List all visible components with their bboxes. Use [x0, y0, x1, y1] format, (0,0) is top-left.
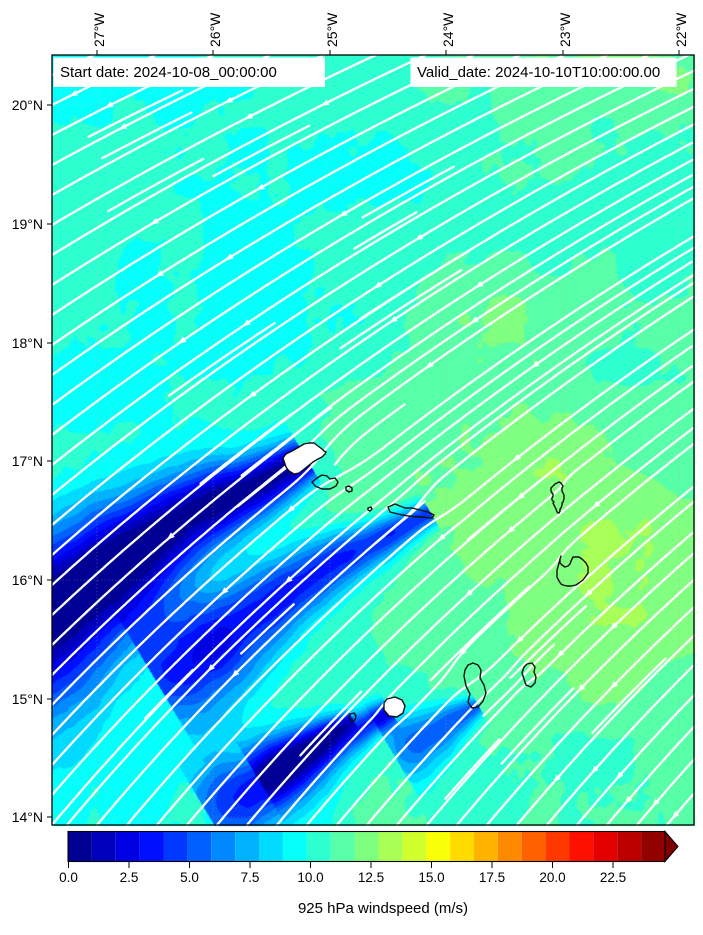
svg-text:19°N: 19°N — [12, 216, 43, 232]
svg-text:2.5: 2.5 — [120, 870, 139, 885]
svg-text:15°N: 15°N — [12, 691, 43, 707]
svg-text:18°N: 18°N — [12, 335, 43, 351]
svg-text:27°W: 27°W — [91, 12, 107, 47]
svg-text:7.5: 7.5 — [241, 870, 260, 885]
svg-text:Start date: 2024-10-08_00:00:0: Start date: 2024-10-08_00:00:00 — [60, 64, 277, 81]
svg-text:925 hPa windspeed (m/s): 925 hPa windspeed (m/s) — [298, 900, 468, 917]
svg-text:20°N: 20°N — [12, 97, 43, 113]
svg-text:17°N: 17°N — [12, 453, 43, 469]
svg-text:22°W: 22°W — [673, 12, 689, 47]
svg-text:15.0: 15.0 — [418, 870, 444, 885]
svg-text:20.0: 20.0 — [539, 870, 565, 885]
svg-text:16°N: 16°N — [12, 572, 43, 588]
svg-text:23°W: 23°W — [557, 12, 573, 47]
svg-text:26°W: 26°W — [207, 12, 223, 47]
svg-text:12.5: 12.5 — [358, 870, 384, 885]
svg-text:14°N: 14°N — [12, 809, 43, 825]
svg-text:Valid_date: 2024-10-10T10:00:0: Valid_date: 2024-10-10T10:00:00.00 — [417, 64, 660, 81]
svg-text:10.0: 10.0 — [297, 870, 323, 885]
svg-text:0.0: 0.0 — [59, 870, 78, 885]
svg-text:24°W: 24°W — [440, 12, 456, 47]
svg-text:17.5: 17.5 — [479, 870, 505, 885]
svg-text:22.5: 22.5 — [600, 870, 626, 885]
svg-text:5.0: 5.0 — [180, 870, 199, 885]
svg-text:25°W: 25°W — [324, 12, 340, 47]
